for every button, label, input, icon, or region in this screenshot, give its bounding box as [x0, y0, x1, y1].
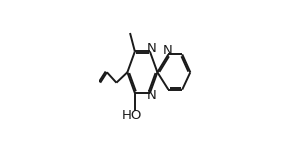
Text: N: N: [146, 42, 156, 55]
Text: HO: HO: [122, 108, 142, 122]
Text: N: N: [162, 44, 172, 57]
Text: N: N: [146, 89, 156, 102]
